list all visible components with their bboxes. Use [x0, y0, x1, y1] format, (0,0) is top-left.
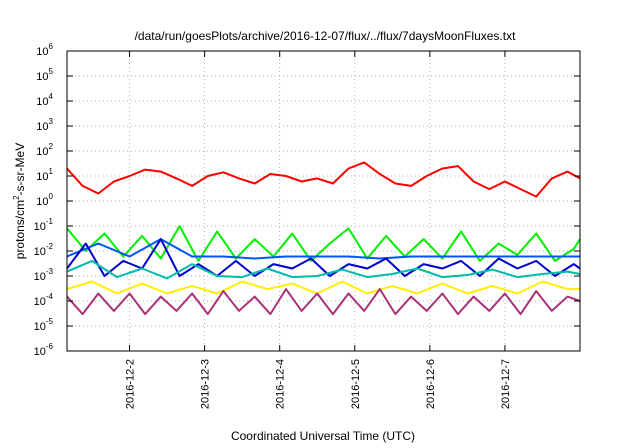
- y-tick-label: 101: [36, 167, 53, 183]
- y-tick-label: 105: [36, 67, 53, 83]
- y-tick-label: 10-5: [34, 317, 54, 333]
- y-tick-label: 10-4: [34, 292, 54, 308]
- y-tick-label: 103: [36, 117, 53, 133]
- x-tick-label: 2016-12-4: [275, 359, 287, 409]
- y-tick-label: 104: [36, 92, 53, 108]
- y-tick-label: 10-6: [34, 342, 54, 358]
- x-tick-label: 2016-12-7: [500, 359, 512, 409]
- y-tick-label: 10-1: [34, 217, 54, 233]
- chart-title: /data/run/goesPlots/archive/2016-12-07/f…: [135, 29, 517, 43]
- series-line-3: [66, 238, 580, 260]
- x-axis-ticks: 2016-12-2 2016-12-3 2016-12-4 2016-12-5 2016…: [125, 51, 512, 409]
- y-tick-label: 106: [36, 42, 53, 58]
- x-tick-label: 2016-12-3: [200, 359, 212, 409]
- data-series: [66, 161, 581, 316]
- series-line-5: [66, 259, 581, 280]
- x-tick-label: 2016-12-6: [425, 359, 437, 409]
- x-tick-label: 2016-12-5: [350, 359, 362, 409]
- series-line-2: [66, 225, 581, 262]
- y-axis-ticks: 10-6 10-5 10-4 10-3 10-2 10-1 100 101 102 103 104 1…: [34, 42, 580, 358]
- y-axis-label: protons/cm2-s-sr-MeV: [12, 143, 27, 259]
- series-line-7: [66, 288, 581, 316]
- series-line-6: [66, 280, 580, 295]
- x-axis-label: Coordinated Universal Time (UTC): [231, 429, 415, 443]
- y-tick-label: 10-3: [34, 267, 54, 283]
- series-line-1: [66, 161, 581, 198]
- y-tick-label: 10-2: [34, 242, 54, 258]
- y-tick-label: 102: [36, 142, 53, 158]
- x-tick-label: 2016-12-2: [125, 359, 137, 409]
- series-line-4: [66, 238, 581, 277]
- y-tick-label: 100: [36, 192, 53, 208]
- grid-lines: [67, 51, 580, 351]
